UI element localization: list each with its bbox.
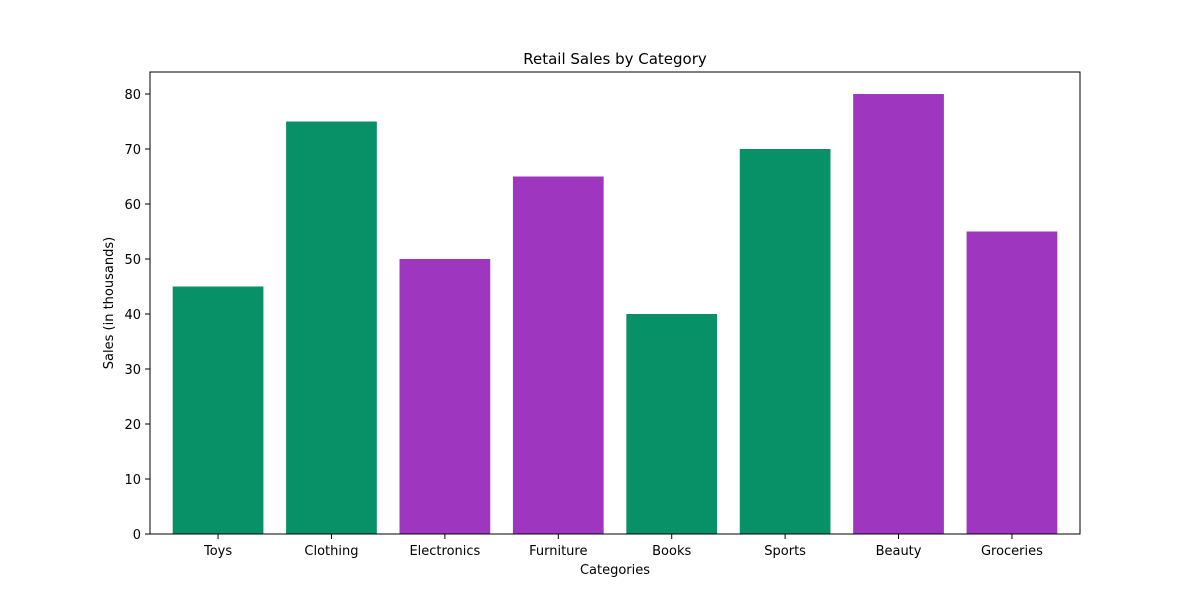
y-tick-label: 80 [124,88,141,103]
y-tick-label: 60 [124,198,141,213]
x-tick-label: Clothing [304,544,358,559]
x-tick-label: Furniture [529,544,587,559]
bars-group [172,94,1058,534]
bar-groceries [966,231,1058,534]
y-axis: 0 10 20 30 40 50 60 70 80 [124,88,150,543]
y-tick-label: 40 [124,308,141,323]
chart-title: Retail Sales by Category [523,50,707,68]
bar-clothing [286,121,377,534]
x-tick-label: Toys [203,544,232,559]
y-tick-label: 30 [124,363,141,378]
bar-toys [172,286,264,534]
x-tick-label: Groceries [981,544,1043,559]
bar-furniture [512,176,604,534]
y-tick-label: 0 [133,528,141,543]
bar-books [626,314,718,534]
y-tick-label: 10 [124,473,141,488]
plot-frame [149,71,1081,535]
y-tick-label: 20 [124,418,141,433]
bar-sports [739,149,831,534]
y-tick-label: 70 [124,143,141,158]
x-tick-label: Beauty [876,544,922,559]
x-axis-label: Categories [580,563,650,578]
bar-electronics [399,259,491,534]
x-axis: Toys Clothing Electronics Furniture Books Spo… [203,534,1043,559]
x-tick-label: Books [652,544,691,559]
y-tick-label: 50 [124,253,141,268]
x-tick-label: Sports [764,544,806,559]
x-tick-label: Electronics [409,544,480,559]
y-axis-label: Sales (in thousands) [102,237,117,369]
bar-beauty [853,94,944,534]
